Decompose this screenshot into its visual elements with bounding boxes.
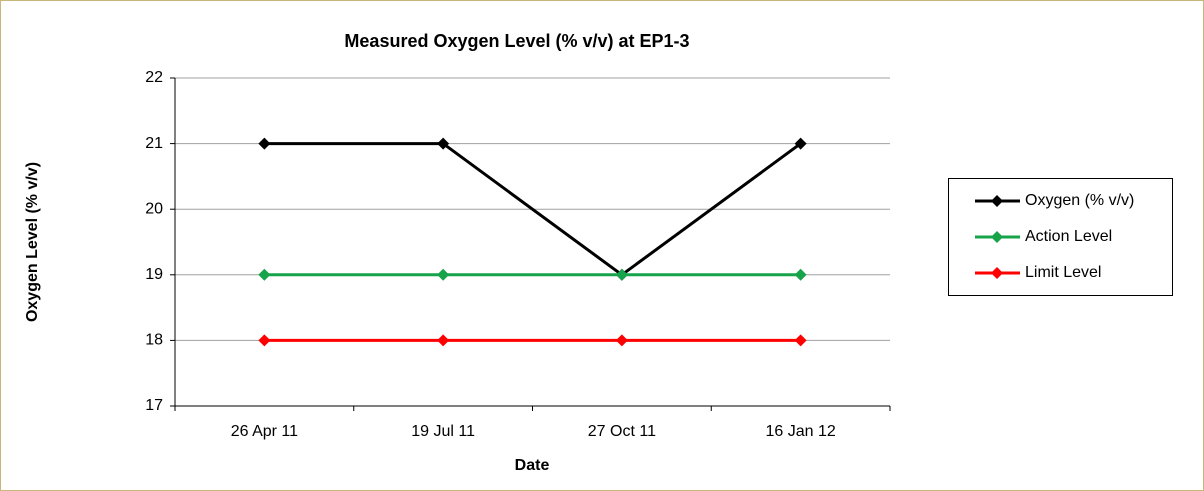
data-point: [615, 268, 628, 281]
legend-label: Limit Level: [1025, 264, 1101, 281]
y-tick-label: 21: [145, 135, 163, 152]
y-axis-label: Oxygen Level (% v/v): [24, 162, 41, 322]
data-point: [258, 268, 271, 281]
x-tick-label: 19 Jul 11: [411, 423, 475, 440]
y-tick-label: 19: [145, 266, 163, 283]
chart-title: Measured Oxygen Level (% v/v) at EP1-3: [344, 31, 689, 51]
legend-marker: [991, 267, 1003, 279]
series-line: [264, 142, 802, 277]
legend-label: Oxygen (% v/v): [1025, 192, 1134, 209]
x-tick-label: 16 Jan 12: [765, 423, 835, 440]
data-point: [794, 137, 807, 150]
data-point: [437, 268, 450, 281]
data-point: [794, 334, 807, 347]
y-tick-label: 18: [145, 332, 163, 349]
y-tick-label: 22: [145, 69, 163, 86]
x-tick-label: 26 Apr 11: [231, 423, 298, 440]
data-point: [437, 334, 450, 347]
data-point: [258, 137, 271, 150]
data-point: [437, 137, 450, 150]
legend-label: Action Level: [1025, 228, 1112, 245]
x-axis-label: Date: [515, 457, 550, 474]
data-point: [258, 334, 271, 347]
data-point: [615, 334, 628, 347]
legend-marker: [991, 231, 1003, 243]
x-tick-label: 27 Oct 11: [588, 423, 656, 440]
legend-marker: [991, 195, 1003, 207]
y-tick-label: 17: [145, 397, 163, 414]
data-point: [794, 268, 807, 281]
y-tick-label: 20: [145, 200, 163, 217]
